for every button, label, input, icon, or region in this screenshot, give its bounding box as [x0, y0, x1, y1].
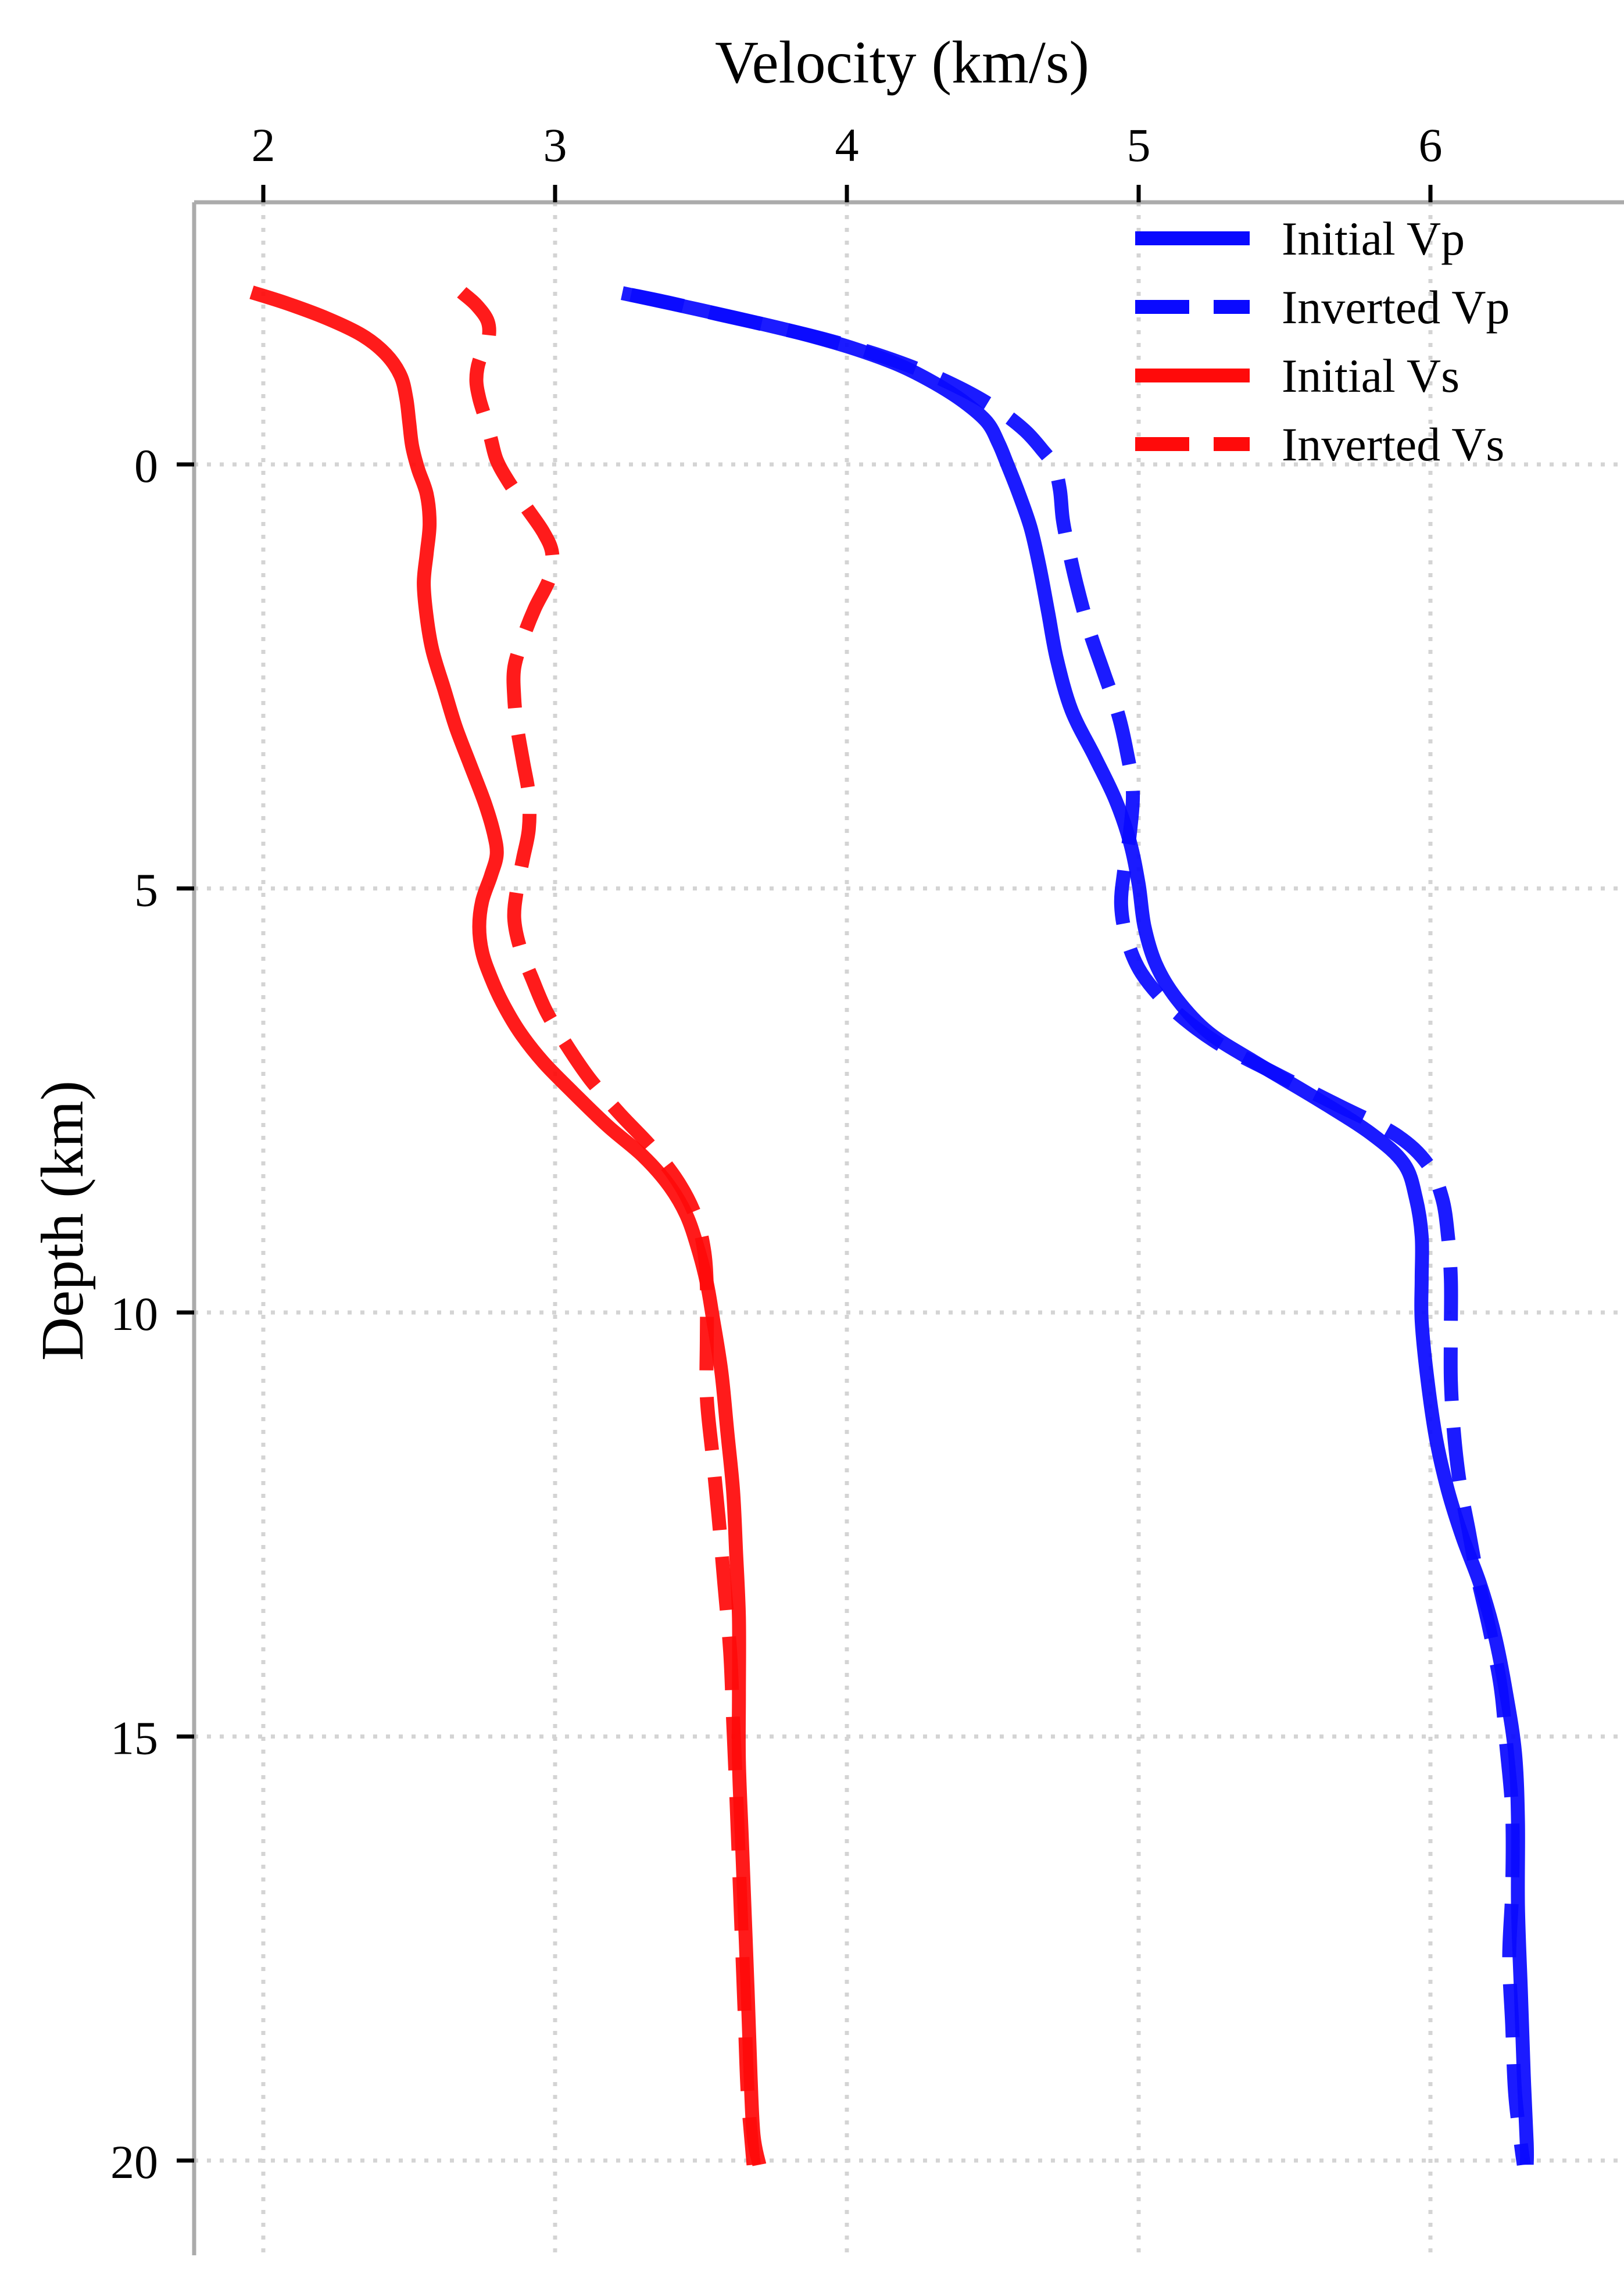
y-axis-title: Depth (km)	[29, 1081, 96, 1361]
legend-item-initial-vs: Initial Vs	[1135, 349, 1460, 402]
legend-label-initial-vp: Initial Vp	[1282, 212, 1465, 265]
x-tick-label-6: 6	[1419, 119, 1443, 171]
y-tick-label-5: 5	[134, 864, 158, 917]
tick-label-layer: 2 3 4 5 6 0 5 10 15 20	[110, 119, 1443, 2188]
curve-initial-vs	[249, 285, 767, 2166]
x-tick-label-4: 4	[835, 119, 859, 171]
legend-label-inverted-vs: Inverted Vs	[1282, 418, 1504, 471]
curves-layer	[249, 285, 1534, 2166]
x-tick-label-3: 3	[543, 119, 567, 171]
x-tick-label-5: 5	[1127, 119, 1151, 171]
legend-item-inverted-vs: Inverted Vs	[1135, 418, 1504, 471]
y-tick-label-20: 20	[110, 2136, 158, 2188]
curve-inverted-vp	[629, 288, 1531, 2166]
axis-layer	[177, 185, 1624, 2255]
legend-item-inverted-vp: Inverted Vp	[1135, 281, 1509, 334]
x-tick-label-2: 2	[252, 119, 276, 171]
x-axis-title: Velocity (km/s)	[715, 29, 1089, 96]
legend: Initial Vp Inverted Vp Initial Vs Inverted …	[1135, 212, 1509, 471]
y-tick-label-15: 15	[110, 1712, 158, 1765]
y-tick-label-0: 0	[134, 439, 158, 492]
legend-label-inverted-vp: Inverted Vp	[1282, 281, 1509, 334]
grid-layer	[194, 202, 1624, 2255]
legend-label-initial-vs: Initial Vs	[1282, 349, 1460, 402]
y-tick-label-10: 10	[110, 1287, 158, 1340]
legend-item-initial-vp: Initial Vp	[1135, 212, 1465, 265]
curve-inverted-vs	[457, 287, 761, 2166]
